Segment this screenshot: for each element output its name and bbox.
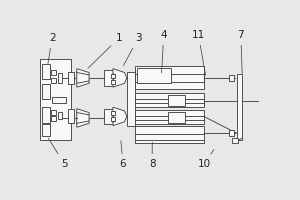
Bar	[134, 93, 204, 107]
Bar	[134, 126, 204, 143]
Bar	[58, 112, 62, 119]
Bar	[137, 68, 172, 83]
Bar	[42, 124, 50, 136]
Bar	[68, 109, 74, 123]
Text: 7: 7	[237, 30, 244, 74]
Text: 2: 2	[48, 33, 56, 64]
Bar	[42, 64, 50, 79]
Bar	[237, 74, 242, 140]
Bar	[51, 78, 56, 83]
Bar	[232, 138, 239, 143]
Text: 11: 11	[192, 30, 206, 75]
Bar	[111, 111, 115, 115]
Bar	[104, 70, 113, 86]
Text: 3: 3	[124, 33, 142, 65]
Text: 10: 10	[198, 150, 214, 169]
Text: 6: 6	[120, 141, 126, 169]
Bar	[52, 97, 66, 103]
Polygon shape	[113, 107, 127, 126]
Bar	[134, 110, 204, 124]
Bar	[111, 74, 115, 78]
Bar	[168, 112, 184, 123]
Bar	[58, 73, 62, 83]
Bar	[40, 59, 70, 140]
Bar	[68, 72, 74, 84]
Polygon shape	[77, 69, 89, 87]
Text: 5: 5	[48, 138, 68, 169]
Text: 4: 4	[160, 30, 167, 73]
Bar	[104, 109, 113, 124]
Bar	[229, 75, 234, 81]
Bar	[134, 66, 204, 89]
Polygon shape	[77, 109, 89, 127]
Text: 1: 1	[88, 33, 122, 68]
Bar	[51, 70, 56, 75]
Bar	[42, 107, 50, 123]
Bar	[51, 110, 56, 115]
Bar	[127, 72, 134, 126]
Bar	[229, 130, 234, 136]
Bar	[42, 84, 50, 99]
Text: 8: 8	[149, 142, 155, 169]
Polygon shape	[113, 69, 127, 87]
Bar	[111, 117, 115, 121]
Bar	[111, 80, 115, 84]
Bar	[168, 95, 184, 106]
Bar	[51, 116, 56, 121]
